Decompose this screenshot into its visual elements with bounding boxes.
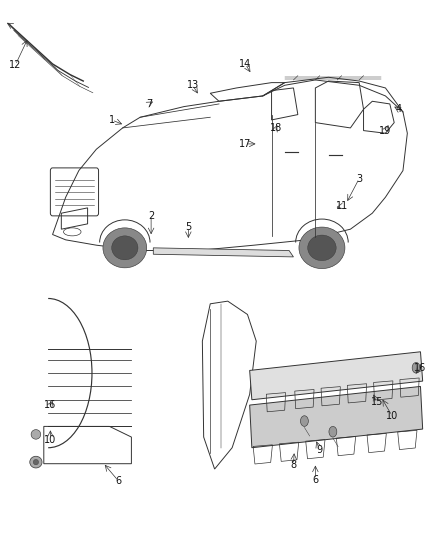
Ellipse shape [307, 235, 336, 261]
Text: 6: 6 [115, 476, 121, 486]
Text: 3: 3 [356, 174, 362, 183]
Ellipse shape [299, 227, 345, 269]
Text: 10: 10 [386, 411, 398, 421]
Ellipse shape [33, 459, 39, 465]
Text: 14: 14 [239, 59, 251, 69]
Polygon shape [250, 386, 423, 448]
Text: 8: 8 [290, 460, 297, 470]
Text: 13: 13 [187, 80, 199, 90]
Text: 10: 10 [44, 435, 57, 445]
Text: 19: 19 [379, 126, 392, 135]
Text: 11: 11 [336, 201, 348, 211]
Ellipse shape [329, 426, 337, 437]
Text: 16: 16 [44, 400, 57, 410]
Text: 6: 6 [312, 475, 318, 484]
Ellipse shape [31, 430, 41, 439]
Ellipse shape [103, 228, 147, 268]
Text: 15: 15 [371, 398, 383, 407]
Text: 16: 16 [414, 363, 427, 373]
Text: 4: 4 [396, 104, 402, 114]
Text: 5: 5 [185, 222, 191, 231]
Text: 9: 9 [317, 446, 323, 455]
Ellipse shape [412, 362, 420, 373]
Text: 17: 17 [239, 139, 251, 149]
Text: 18: 18 [270, 123, 282, 133]
Ellipse shape [300, 416, 308, 426]
Text: 2: 2 [148, 211, 154, 221]
Ellipse shape [112, 236, 138, 260]
Text: 1: 1 [109, 115, 115, 125]
Polygon shape [250, 352, 423, 400]
Text: 7: 7 [146, 99, 152, 109]
Ellipse shape [30, 456, 42, 468]
Text: 12: 12 [9, 60, 21, 70]
Polygon shape [153, 248, 293, 257]
